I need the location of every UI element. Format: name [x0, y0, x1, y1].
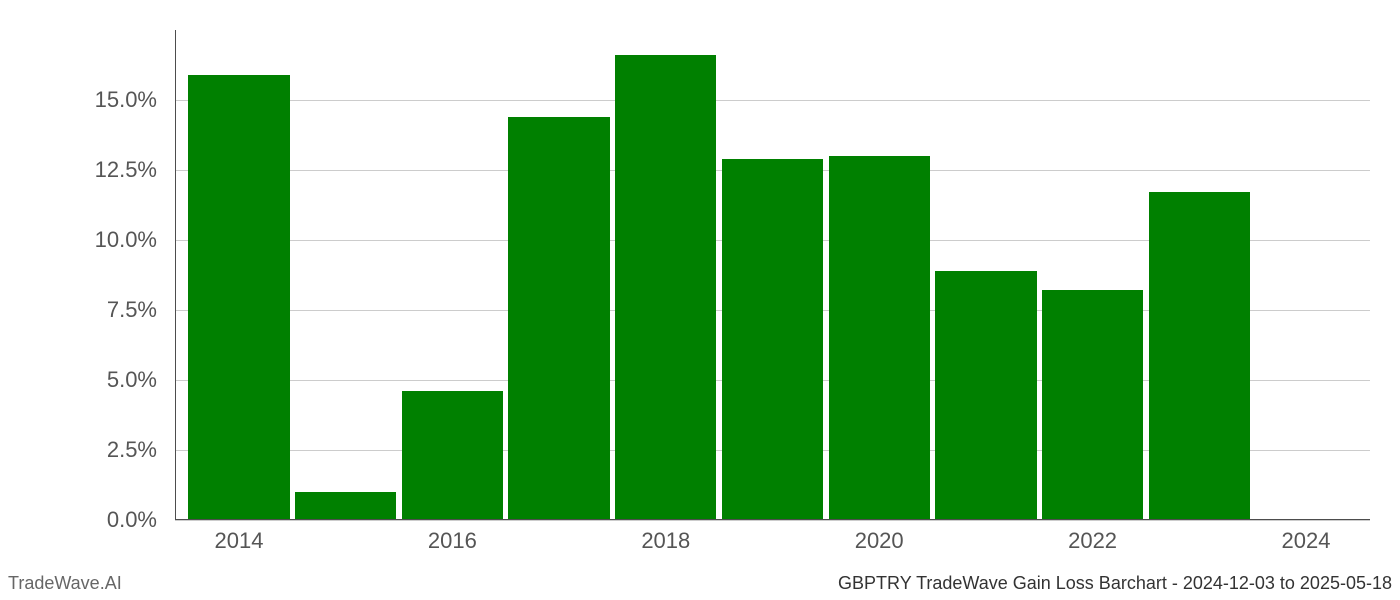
y-tick-label: 0.0%: [0, 507, 157, 533]
y-tick-label: 12.5%: [0, 157, 157, 183]
x-tick-label: 2022: [1043, 528, 1143, 554]
y-tick-label: 15.0%: [0, 87, 157, 113]
y-tick-label: 10.0%: [0, 227, 157, 253]
bar: [402, 391, 503, 520]
bar: [829, 156, 930, 520]
bar: [508, 117, 609, 520]
footer-left-text: TradeWave.AI: [8, 573, 122, 594]
bar: [1042, 290, 1143, 520]
x-tick-label: 2020: [829, 528, 929, 554]
footer-right-text: GBPTRY TradeWave Gain Loss Barchart - 20…: [838, 573, 1392, 594]
y-tick-label: 2.5%: [0, 437, 157, 463]
y-axis: [175, 30, 176, 520]
grid-line: [175, 100, 1370, 101]
x-tick-label: 2014: [189, 528, 289, 554]
bar: [188, 75, 289, 520]
bar: [935, 271, 1036, 520]
x-tick-label: 2024: [1256, 528, 1356, 554]
bar: [722, 159, 823, 520]
y-tick-label: 7.5%: [0, 297, 157, 323]
bar: [295, 492, 396, 520]
bar: [615, 55, 716, 520]
grid-line: [175, 520, 1370, 521]
bar: [1149, 192, 1250, 520]
x-tick-label: 2016: [402, 528, 502, 554]
x-tick-label: 2018: [616, 528, 716, 554]
y-tick-label: 5.0%: [0, 367, 157, 393]
chart-container: TradeWave.AI GBPTRY TradeWave Gain Loss …: [0, 0, 1400, 600]
plot-area: [175, 30, 1370, 520]
x-axis: [175, 519, 1370, 520]
